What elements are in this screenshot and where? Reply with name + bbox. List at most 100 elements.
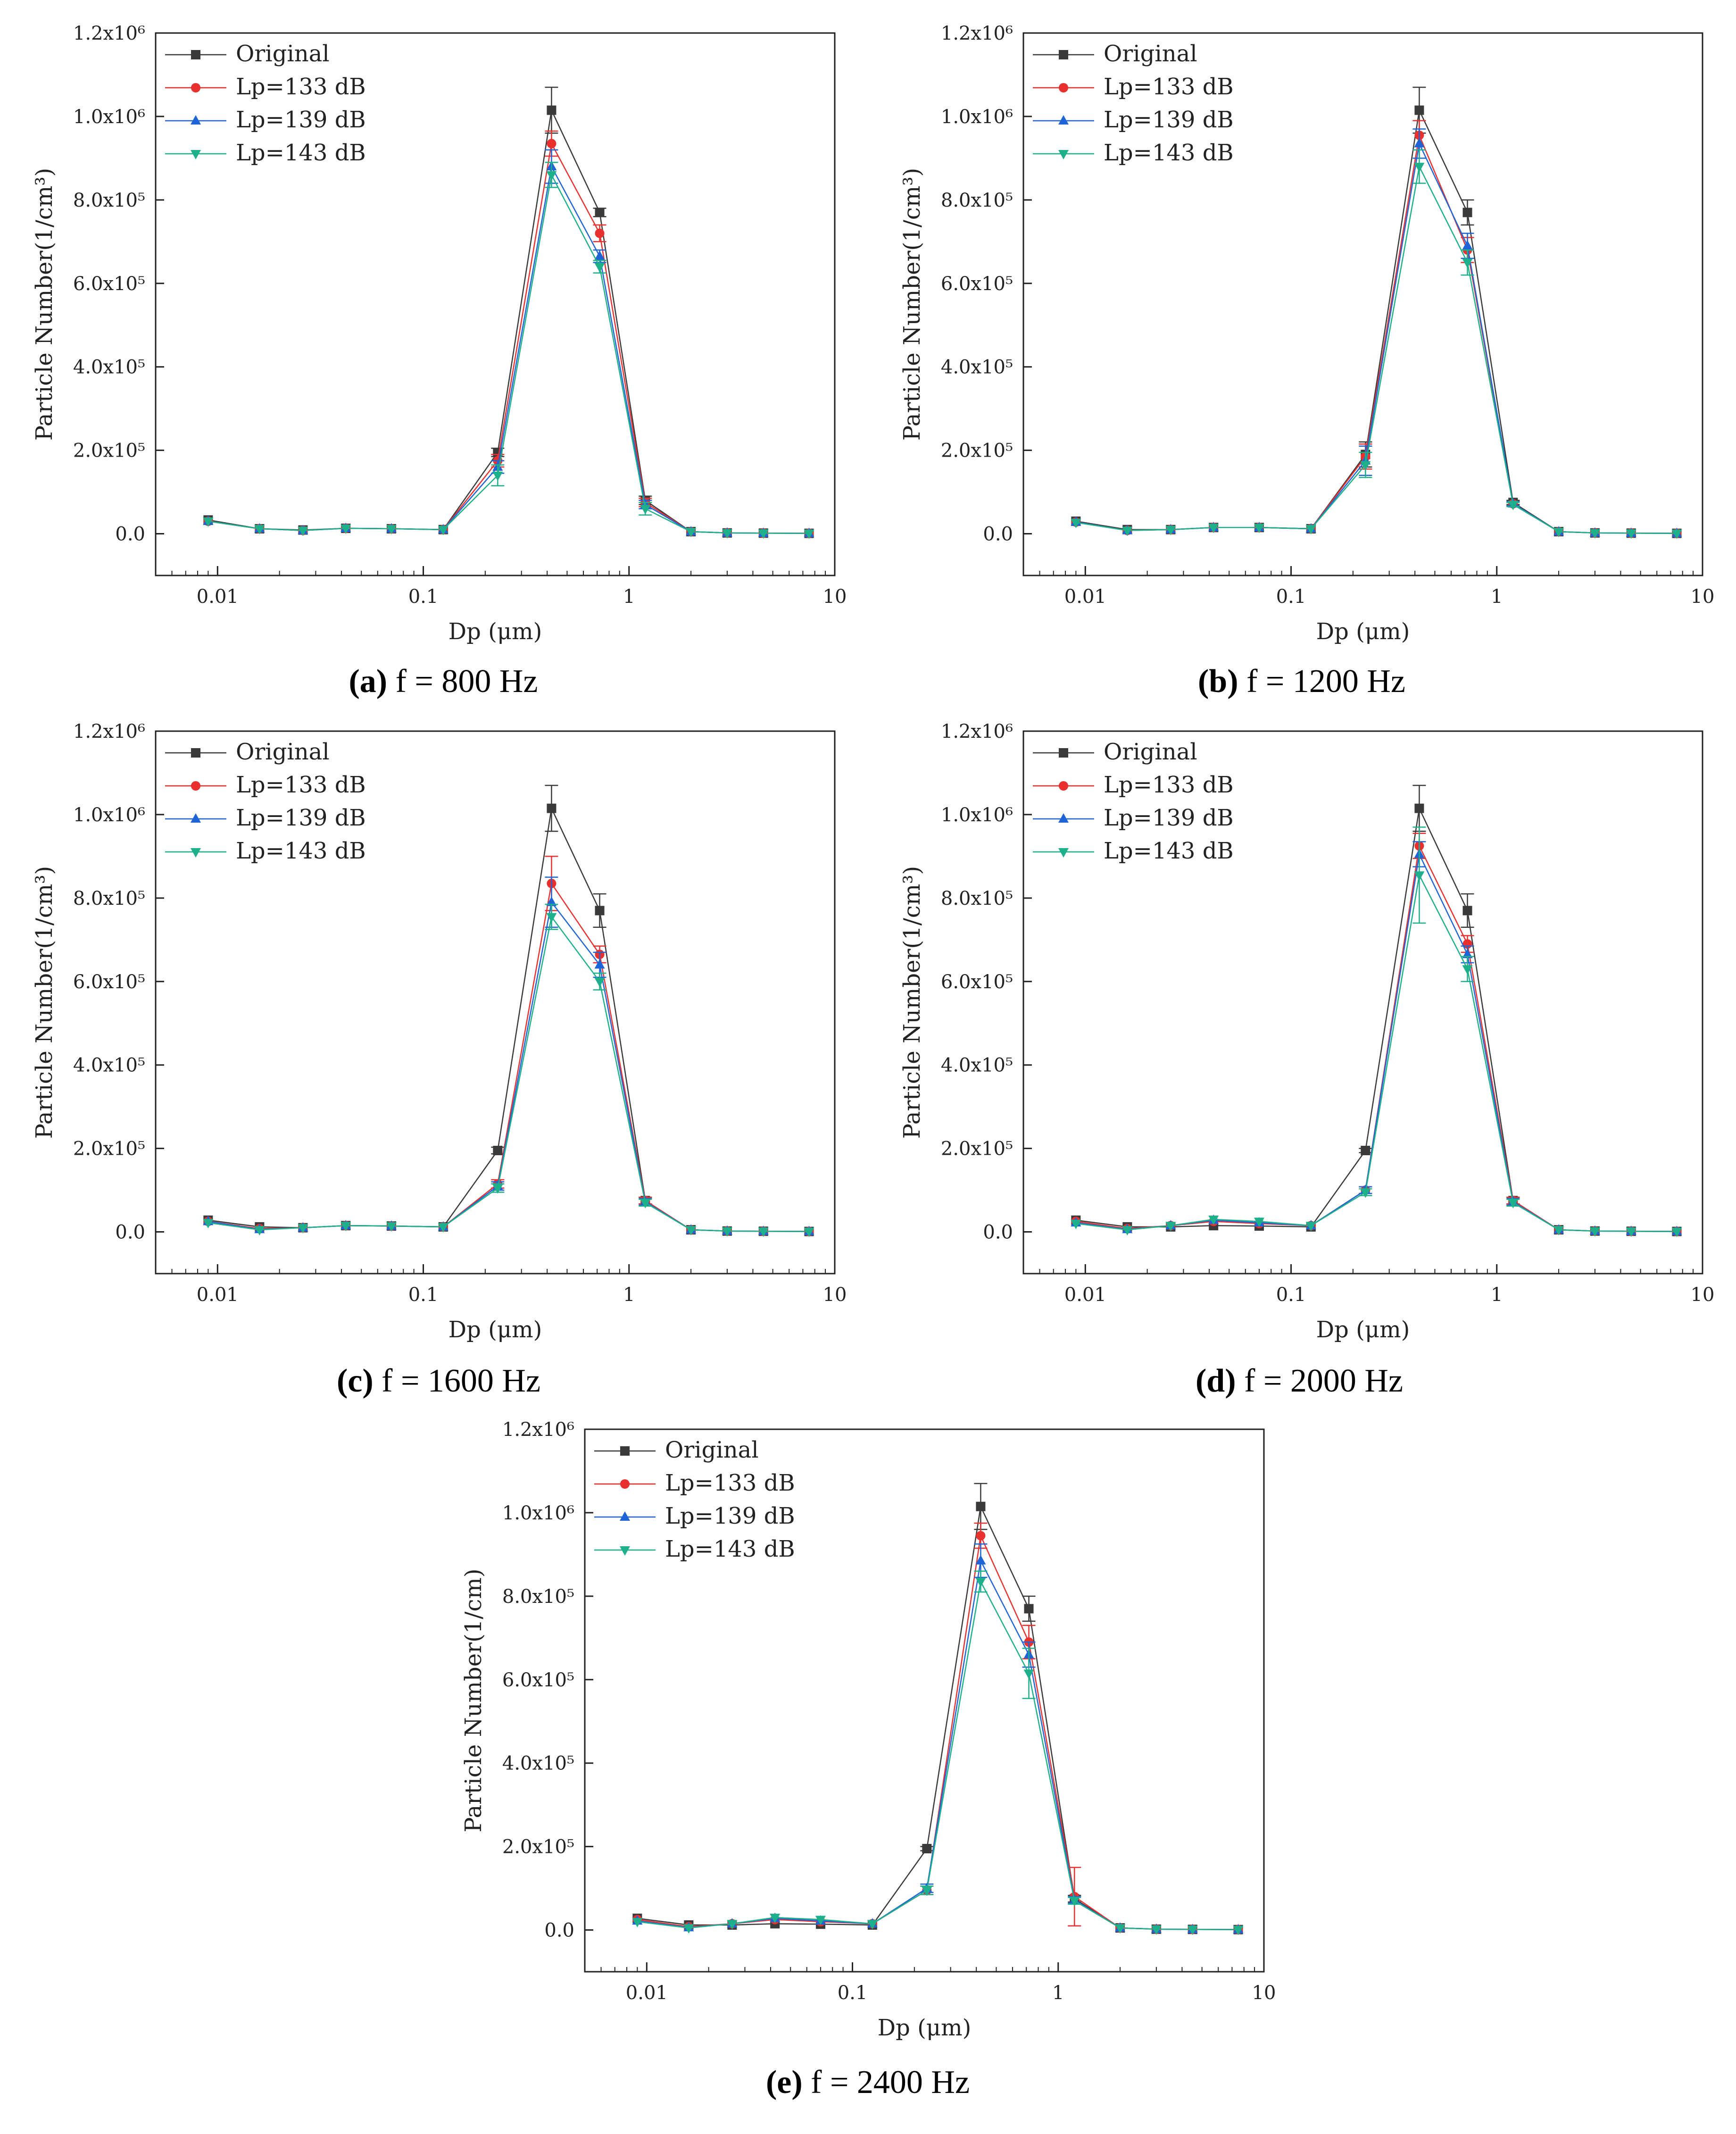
chart-c-point xyxy=(493,1146,503,1156)
chart-e-xtick-label: 0.1 xyxy=(838,1982,868,2004)
chart-b-point xyxy=(1462,208,1472,217)
chart-b-point xyxy=(1508,500,1519,510)
chart-e-point xyxy=(976,1531,986,1541)
chart-e-xtick-label: 1 xyxy=(1052,1982,1064,2004)
chart-a-xtick-label: 0.1 xyxy=(408,586,439,608)
caption-d-letter: (d) xyxy=(1196,1363,1236,1399)
chart-c-point xyxy=(298,1224,308,1234)
chart-b-point xyxy=(1553,528,1564,538)
chart-e-point xyxy=(867,1920,878,1930)
chart-b-point xyxy=(1414,163,1425,173)
chart-b-legend-marker xyxy=(1059,83,1068,92)
chart-a-xlabel: Dp (μm) xyxy=(449,618,542,645)
chart-a-point xyxy=(758,529,769,539)
chart-c-point xyxy=(595,906,605,916)
caption-d-text: f = 2000 Hz xyxy=(1236,1363,1403,1399)
chart-c-legend-marker xyxy=(191,781,200,791)
chart-a-legend-label: Original xyxy=(236,41,330,67)
caption-d: (d) f = 2000 Hz xyxy=(1158,1362,1441,1400)
chart-c-point xyxy=(594,959,605,969)
chart-e-legend-label: Lp=139 dB xyxy=(665,1503,795,1529)
chart-a-point xyxy=(254,525,265,534)
chart-c-point xyxy=(594,977,605,987)
chart-a-legend-marker xyxy=(191,150,201,159)
chart-b-point xyxy=(1254,524,1264,534)
chart-d-point xyxy=(1671,1227,1682,1237)
caption-a-letter: (a) xyxy=(349,663,388,700)
chart-d-point xyxy=(1360,1188,1371,1198)
chart-b-point xyxy=(1122,526,1133,536)
chart-e-point xyxy=(1023,1669,1034,1679)
chart-e-point xyxy=(1024,1604,1034,1614)
chart-e-ytick-label: 2.0x10⁵ xyxy=(502,1836,574,1858)
chart-e-frame xyxy=(584,1428,1265,1973)
caption-a: (a) f = 800 Hz xyxy=(302,663,585,700)
chart-b-frame xyxy=(1022,32,1703,576)
chart-d-point xyxy=(1254,1217,1264,1227)
chart-b-ytick-label: 6.0x10⁵ xyxy=(941,273,1013,295)
chart-e-xtick-label: 0.01 xyxy=(626,1982,668,2004)
chart-b-ytick-label: 8.0x10⁵ xyxy=(941,190,1013,211)
chart-e-ytick-label: 1.0x10⁶ xyxy=(502,1502,574,1524)
chart-c-point xyxy=(386,1222,397,1232)
chart-c-xtick-label: 10 xyxy=(823,1284,847,1306)
chart-c-point xyxy=(547,803,557,813)
chart-b-xtick-label: 1 xyxy=(1491,586,1503,608)
chart-b-point xyxy=(1360,461,1371,471)
caption-e: (e) f = 2400 Hz xyxy=(726,2064,1009,2101)
chart-c-point xyxy=(758,1227,769,1237)
chart-b-point xyxy=(1626,529,1636,539)
chart-e-point xyxy=(922,1886,932,1896)
chart-d-series-line-3 xyxy=(1076,873,1677,1232)
chart-d-point xyxy=(1462,906,1472,916)
chart-a-point xyxy=(386,525,397,534)
chart-b-ytick-label: 1.0x10⁶ xyxy=(941,106,1013,128)
chart-d-xtick-label: 0.1 xyxy=(1276,1284,1306,1306)
chart-d-xtick-label: 1 xyxy=(1491,1284,1503,1306)
chart-e-legend-label: Lp=143 dB xyxy=(665,1536,795,1562)
chart-a-ylabel: Particle Number(1/cm³) xyxy=(31,168,58,441)
chart-a-legend-marker xyxy=(191,50,200,59)
chart-d-ylabel: Particle Number(1/cm³) xyxy=(899,866,925,1139)
chart-c-point xyxy=(254,1226,265,1236)
chart-e-ytick-label: 0.0 xyxy=(544,1920,574,1942)
chart-d-point xyxy=(1462,949,1473,959)
caption-c-letter: (c) xyxy=(336,1363,374,1399)
chart-d-xlabel: Dp (μm) xyxy=(1316,1317,1410,1343)
chart-c-ytick-label: 6.0x10⁵ xyxy=(73,971,145,993)
chart-e-ytick-label: 4.0x10⁵ xyxy=(502,1753,574,1775)
chart-e-point xyxy=(976,1501,986,1511)
chart-d-ytick-label: 6.0x10⁵ xyxy=(941,971,1013,993)
chart-c-point xyxy=(546,913,557,923)
chart-b-point xyxy=(1671,529,1682,539)
chart-a-point xyxy=(547,139,557,149)
chart-b-point xyxy=(1414,138,1425,148)
chart-c-xlabel: Dp (μm) xyxy=(449,1317,542,1343)
chart-b-point xyxy=(1208,524,1219,534)
chart-d-series-line-2 xyxy=(1076,852,1677,1232)
chart-a-point xyxy=(546,171,557,181)
chart-a-point xyxy=(298,526,308,536)
chart-a-ytick-label: 6.0x10⁵ xyxy=(73,273,145,295)
chart-c-legend-marker xyxy=(191,848,201,858)
chart-a-ytick-label: 2.0x10⁵ xyxy=(73,440,145,462)
chart-panel-b: 0.0 2.0x10⁵ 4.0x10⁵ 6.0x10⁵ 8.0x10⁵ 1.0x10⁶ 1.… xyxy=(887,14,1731,684)
chart-c-legend-label: Original xyxy=(236,739,330,765)
chart-d-point xyxy=(1361,1146,1371,1156)
chart-c-legend-label: Lp=133 dB xyxy=(236,772,366,798)
chart-panel-a: 0.0 2.0x10⁵ 4.0x10⁵ 6.0x10⁵ 8.0x10⁵ 1.0x10⁶ 1.… xyxy=(19,14,863,684)
chart-c-svg: 0.0 2.0x10⁵ 4.0x10⁵ 6.0x10⁵ 8.0x10⁵ 1.0x10⁶ 1.… xyxy=(31,721,847,1343)
chart-d-xtick-label: 0.01 xyxy=(1064,1284,1106,1306)
chart-a-legend-label: Lp=143 dB xyxy=(236,140,366,166)
chart-b-point xyxy=(1462,258,1473,268)
caption-b: (b) f = 1200 Hz xyxy=(1160,663,1443,700)
chart-a-point xyxy=(594,250,605,260)
chart-d-point xyxy=(1305,1222,1316,1232)
chart-c-ytick-label: 0.0 xyxy=(115,1222,145,1243)
chart-e-series-line-1 xyxy=(637,1534,1238,1930)
chart-e-ytick-label: 8.0x10⁵ xyxy=(502,1586,574,1608)
chart-b-point xyxy=(1071,518,1081,528)
chart-c-xtick-label: 1 xyxy=(623,1284,635,1306)
chart-d-legend-marker xyxy=(1059,781,1068,791)
caption-e-text: f = 2400 Hz xyxy=(802,2064,970,2101)
